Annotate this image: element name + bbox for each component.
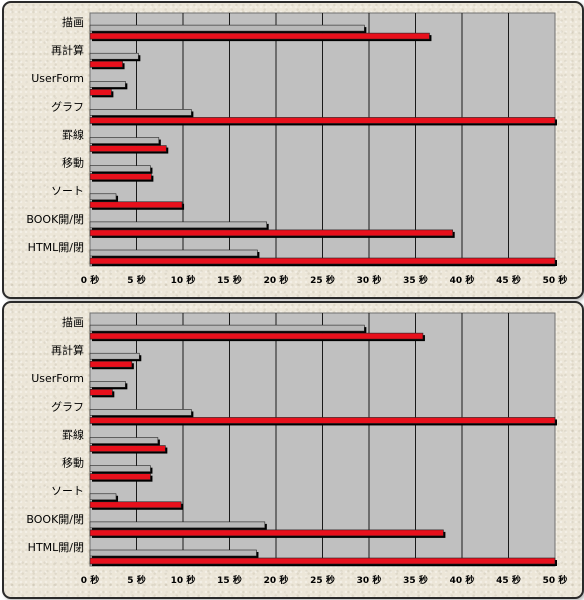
x-tick-label: 5 秒 bbox=[127, 574, 145, 586]
x-tick-label: 25 秒 bbox=[310, 274, 335, 286]
x-tick-label: 15 秒 bbox=[217, 574, 242, 586]
chart-2: 0 秒 5 秒 10 秒 15 秒 20 秒 25 秒 30 秒 35 秒 40 秒 45 秒 50… bbox=[26, 312, 568, 586]
category-label: 移動 bbox=[62, 156, 84, 170]
bar bbox=[89, 437, 159, 444]
category-label: UserForm bbox=[31, 372, 84, 385]
bar bbox=[89, 352, 140, 360]
bar bbox=[89, 60, 123, 68]
x-tick-label: 5 秒 bbox=[127, 274, 145, 286]
category-label: BOOK開/閉 bbox=[26, 213, 84, 226]
bar bbox=[89, 381, 126, 388]
x-tick-label: 0 秒 bbox=[81, 574, 99, 586]
x-tick-label: 40 秒 bbox=[450, 274, 475, 286]
bar bbox=[89, 193, 117, 201]
x-tick-label: 35 秒 bbox=[403, 574, 428, 586]
chart-panel-1: 0 秒 5 秒 10 秒 15 秒 20 秒 25 秒 30 秒 35 秒 40 秒 45 秒 50… bbox=[2, 1, 584, 299]
category-label: ソート bbox=[51, 185, 84, 198]
bar bbox=[89, 221, 267, 229]
bar bbox=[89, 521, 266, 529]
x-tick-label: 20 秒 bbox=[264, 574, 289, 586]
x-tick-label: 30 秒 bbox=[357, 574, 382, 586]
category-label: 描画 bbox=[62, 315, 84, 329]
bar bbox=[89, 465, 151, 472]
bar bbox=[89, 557, 556, 565]
x-tick-label: 45 秒 bbox=[496, 274, 521, 286]
bar bbox=[89, 529, 444, 537]
bar bbox=[89, 201, 183, 209]
x-tick-label: 20 秒 bbox=[264, 274, 289, 286]
category-label: BOOK開/閉 bbox=[26, 513, 84, 526]
category-label: HTML開/閉 bbox=[28, 241, 84, 254]
bar bbox=[89, 24, 365, 32]
bar bbox=[89, 229, 454, 237]
x-tick-label: 10 秒 bbox=[171, 274, 196, 286]
bar bbox=[89, 249, 258, 257]
category-label: 罫線 bbox=[62, 427, 84, 441]
bar bbox=[89, 473, 151, 480]
category-label: HTML開/閉 bbox=[28, 541, 84, 554]
bar bbox=[89, 52, 139, 60]
bar bbox=[89, 137, 160, 144]
bar bbox=[89, 549, 257, 557]
x-tick-label: 50 秒 bbox=[543, 274, 568, 286]
bar bbox=[89, 145, 167, 152]
category-label: 再計算 bbox=[51, 43, 84, 57]
bar bbox=[89, 360, 133, 368]
bar bbox=[89, 81, 126, 88]
bar bbox=[89, 257, 556, 265]
bar bbox=[89, 409, 192, 416]
bar bbox=[89, 493, 117, 501]
bar bbox=[89, 89, 112, 96]
bar bbox=[89, 324, 365, 332]
bar bbox=[89, 389, 113, 396]
category-label: UserForm bbox=[31, 72, 84, 85]
category-label: グラフ bbox=[51, 99, 84, 113]
category-label: ソート bbox=[51, 485, 84, 498]
bar bbox=[89, 165, 151, 172]
x-tick-label: 40 秒 bbox=[450, 574, 475, 586]
x-tick-label: 25 秒 bbox=[310, 574, 335, 586]
bar bbox=[89, 32, 430, 40]
x-tick-label: 15 秒 bbox=[217, 274, 242, 286]
bar bbox=[89, 417, 556, 424]
category-label: グラフ bbox=[51, 399, 84, 413]
bar bbox=[89, 332, 424, 340]
x-tick-label: 0 秒 bbox=[81, 274, 99, 286]
category-label: 再計算 bbox=[51, 343, 84, 357]
x-tick-label: 50 秒 bbox=[543, 574, 568, 586]
chart-panel-2: 0 秒 5 秒 10 秒 15 秒 20 秒 25 秒 30 秒 35 秒 40 秒 45 秒 50… bbox=[2, 301, 584, 599]
x-tick-label: 45 秒 bbox=[496, 574, 521, 586]
bar bbox=[89, 501, 182, 509]
bar bbox=[89, 173, 152, 180]
x-tick-label: 30 秒 bbox=[357, 274, 382, 286]
bar bbox=[89, 445, 166, 452]
category-label: 描画 bbox=[62, 15, 84, 29]
chart-1: 0 秒 5 秒 10 秒 15 秒 20 秒 25 秒 30 秒 35 秒 40 秒 45 秒 50… bbox=[26, 12, 568, 286]
bar bbox=[89, 117, 556, 124]
x-tick-label: 35 秒 bbox=[403, 274, 428, 286]
bar bbox=[89, 109, 192, 116]
category-label: 罫線 bbox=[62, 127, 84, 141]
x-tick-label: 10 秒 bbox=[171, 574, 196, 586]
category-label: 移動 bbox=[62, 456, 84, 470]
